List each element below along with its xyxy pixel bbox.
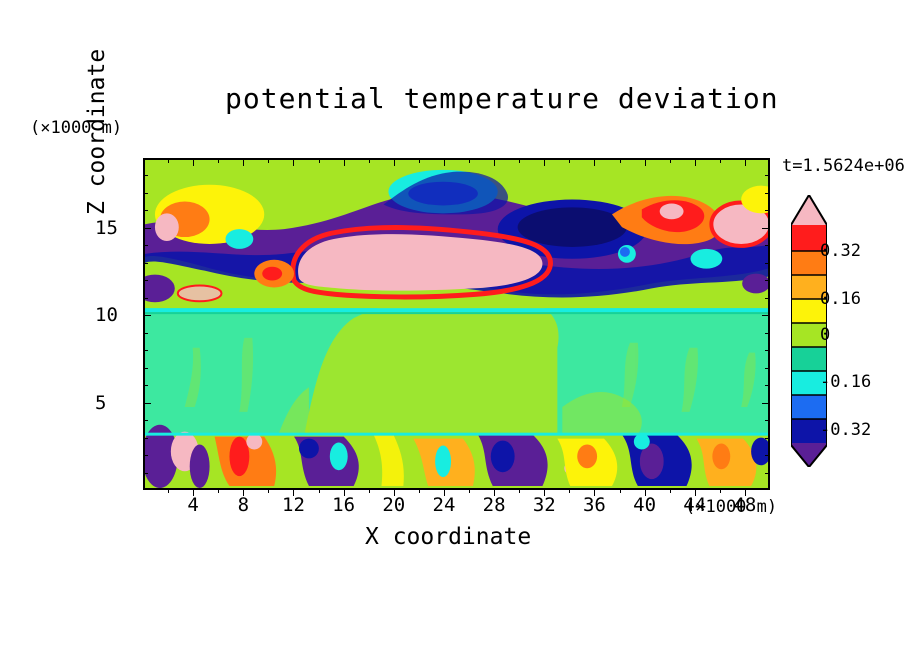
y-tick-minor-right (765, 193, 770, 194)
x-tick-minor (670, 488, 671, 493)
y-tick-minor (143, 333, 148, 334)
x-tick-major-top (394, 158, 395, 166)
x-tick-minor-top (620, 158, 621, 163)
y-tick-minor-right (765, 350, 770, 351)
y-tick-minor-right (765, 385, 770, 386)
y-tick-minor-right (765, 245, 770, 246)
y-tick-major-right (762, 403, 770, 404)
x-tick-minor-top (670, 158, 671, 163)
x-tick-minor (218, 488, 219, 493)
x-tick-minor (469, 488, 470, 493)
contour-plot[interactable] (143, 158, 770, 490)
x-tick-major-top (344, 158, 345, 166)
y-tick-minor (143, 350, 148, 351)
x-tick-minor-top (469, 158, 470, 163)
x-tick-label-4: 4 (187, 494, 198, 516)
x-tick-minor (369, 488, 370, 493)
y-tick-label-10: 10 (95, 304, 118, 326)
x-tick-major-top (193, 158, 194, 166)
y-tick-minor (143, 245, 148, 246)
x-tick-minor (168, 488, 169, 493)
x-axis-title: X coordinate (365, 524, 531, 550)
y-tick-minor-right (765, 420, 770, 421)
colorbar-label-0: 0 (820, 325, 830, 345)
x-tick-minor-top (168, 158, 169, 163)
x-tick-minor-top (419, 158, 420, 163)
y-tick-minor (143, 368, 148, 369)
y-tick-minor (143, 193, 148, 194)
y-tick-minor (143, 385, 148, 386)
y-tick-minor-right (765, 473, 770, 474)
y-tick-major (143, 228, 151, 229)
x-tick-minor (519, 488, 520, 493)
x-tick-minor-top (569, 158, 570, 163)
x-tick-major-top (645, 158, 646, 166)
y-tick-minor (143, 420, 148, 421)
x-tick-label-44: 44 (683, 494, 706, 516)
y-tick-minor-right (765, 175, 770, 176)
x-tick-major-top (544, 158, 545, 166)
y-tick-minor (143, 438, 148, 439)
y-tick-minor-right (765, 333, 770, 334)
y-tick-label-5: 5 (95, 392, 106, 414)
x-tick-major-top (594, 158, 595, 166)
x-tick-major-top (695, 158, 696, 166)
x-tick-label-48: 48 (733, 494, 756, 516)
y-tick-major-right (762, 315, 770, 316)
x-tick-major-top (494, 158, 495, 166)
colorbar-label-032: 0.32 (820, 241, 861, 261)
y-tick-minor (143, 175, 148, 176)
y-tick-minor-right (765, 280, 770, 281)
x-tick-minor (419, 488, 420, 493)
x-tick-major-top (745, 158, 746, 166)
x-tick-label-16: 16 (332, 494, 355, 516)
x-tick-minor (620, 488, 621, 493)
x-tick-minor-top (218, 158, 219, 163)
x-tick-minor (319, 488, 320, 493)
colorbar-label-neg016: -0.16 (820, 372, 871, 392)
y-tick-minor (143, 210, 148, 211)
y-tick-minor-right (765, 438, 770, 439)
x-tick-minor-top (720, 158, 721, 163)
y-tick-minor (143, 280, 148, 281)
y-tick-major (143, 403, 151, 404)
x-tick-major-top (293, 158, 294, 166)
x-tick-label-12: 12 (282, 494, 305, 516)
x-tick-minor-top (369, 158, 370, 163)
y-tick-minor-right (765, 263, 770, 264)
x-tick-minor (268, 488, 269, 493)
x-tick-minor-top (268, 158, 269, 163)
y-tick-minor (143, 473, 148, 474)
y-tick-label-15: 15 (95, 217, 118, 239)
x-tick-major-top (444, 158, 445, 166)
y-tick-minor (143, 455, 148, 456)
x-tick-label-8: 8 (238, 494, 249, 516)
y-tick-minor-right (765, 455, 770, 456)
x-tick-label-32: 32 (533, 494, 556, 516)
x-tick-label-36: 36 (583, 494, 606, 516)
y-tick-minor-right (765, 368, 770, 369)
y-tick-major (143, 315, 151, 316)
time-annotation: t=1.5624e+06 (782, 156, 904, 176)
y-tick-minor (143, 298, 148, 299)
x-tick-label-24: 24 (433, 494, 456, 516)
y-tick-major-right (762, 228, 770, 229)
y-tick-minor (143, 263, 148, 264)
x-tick-label-28: 28 (483, 494, 506, 516)
x-tick-minor (720, 488, 721, 493)
y-tick-minor-right (765, 298, 770, 299)
x-tick-major-top (243, 158, 244, 166)
x-tick-label-40: 40 (633, 494, 656, 516)
y-tick-minor-right (765, 210, 770, 211)
y-axis-title: Z coordinate (84, 49, 110, 215)
x-tick-minor-top (519, 158, 520, 163)
colorbar-label-016: 0.16 (820, 289, 861, 309)
chart-root: potential temperature deviation (×1000 m… (0, 0, 904, 654)
chart-title: potential temperature deviation (225, 82, 779, 115)
x-tick-minor-top (319, 158, 320, 163)
colorbar-label-neg032: -0.32 (820, 420, 871, 440)
x-tick-minor (569, 488, 570, 493)
x-tick-label-20: 20 (382, 494, 405, 516)
